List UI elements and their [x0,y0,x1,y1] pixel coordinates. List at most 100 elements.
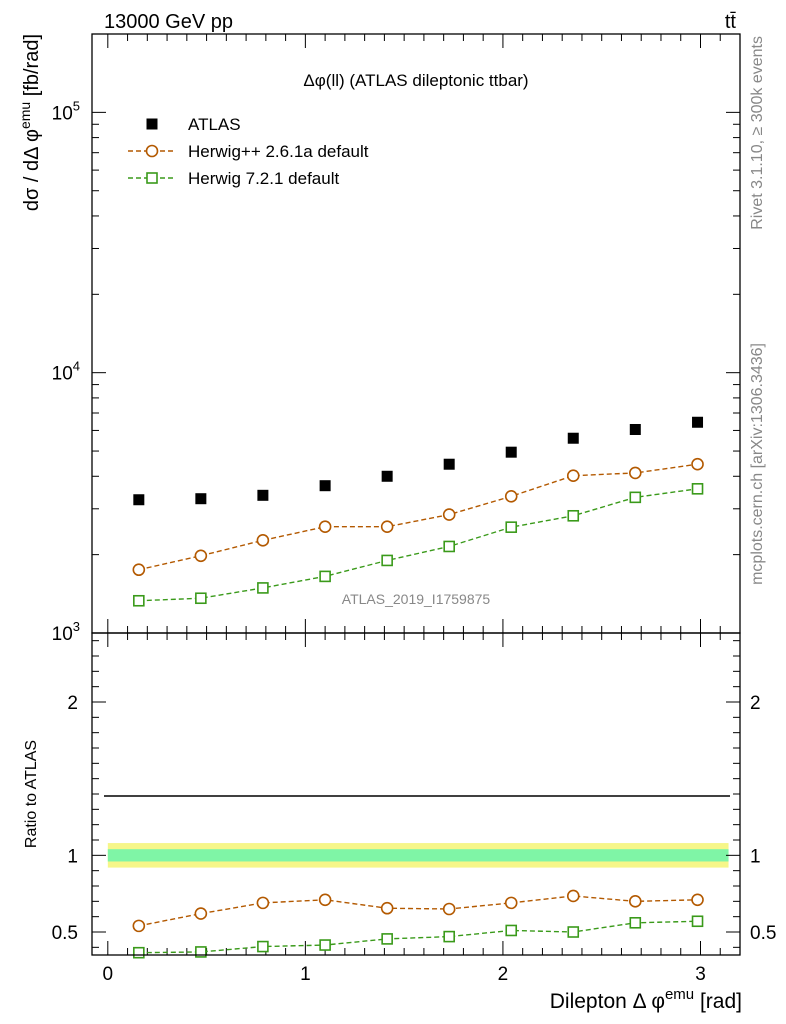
ratio-y-tick-label: 2 [67,693,78,714]
series-line-1 [138,463,698,571]
data-point-series-1 [504,490,518,503]
y-tick-label: 104 [52,359,80,385]
data-point-series-2 [505,521,518,533]
data-point-series-1 [318,520,332,534]
ratio-point-series-1 [629,916,642,929]
ratio-point-series-0 [628,895,642,908]
data-point-series-0 [319,480,331,492]
data-point-series-2 [319,570,331,583]
y-tick-label-exponent: 4 [73,359,80,374]
x-label-prefix: Dilepton Δ φ [550,990,665,1013]
ratio-line-1 [138,920,698,954]
ratio-point-series-0 [442,902,456,916]
ratio-point-series-1 [505,924,518,937]
x-tick-label: 0 [103,964,114,985]
analysis-label: ATLAS_2019_I1759875 [342,591,491,607]
data-point-series-1 [566,469,580,483]
ratio-y-tick-label-right: 2 [750,693,761,714]
data-point-series-2 [629,491,642,504]
ratio-y-tick-label-right: 0.5 [750,923,776,944]
data-point-series-1 [628,466,642,480]
x-label-sup: emu [665,986,694,1003]
data-point-series-0 [195,493,207,505]
ratio-point-series-0 [691,893,704,907]
ratio-point-series-1 [567,926,580,938]
ratio-point-series-1 [443,930,455,943]
data-point-series-1 [380,520,394,534]
ratio-y-tick-label: 0.5 [52,923,78,944]
x-axis-label: Dilepton Δ φemu [rad] [550,986,742,1013]
ratio-uncertainty-band [107,843,729,868]
x-tick-label: 1 [300,964,311,985]
data-point-series-1 [691,457,704,471]
data-point-series-0 [443,458,455,470]
y-tick-label-exponent: 3 [73,619,80,634]
ratio-point-series-0 [132,919,146,933]
main-y-label-sup: emu [17,102,33,129]
legend: ATLAS Herwig++ 2.6.1a default Herwig 7.2.1… [128,115,369,188]
ratio-y-axis-label: Ratio to ATLAS [23,740,40,848]
legend-marker [145,144,159,158]
main-y-label-prefix: dσ / dΔ φ [21,129,43,211]
data-point-series-0 [505,446,517,458]
data-point-series-2 [133,594,145,607]
mcplots-label: mcplots.cern.ch [arXiv:1306.3436] [749,343,766,585]
data-point-series-0 [567,432,579,444]
data-point-series-0 [629,423,641,435]
ratio-point-series-0 [566,889,580,903]
ratio-series [132,889,704,959]
data-point-series-0 [133,494,145,506]
legend-label: Herwig 7.2.1 default [188,169,339,188]
ratio-point-series-0 [380,901,394,915]
ratio-point-series-0 [504,896,518,910]
ratio-plot-frame [91,632,741,956]
x-tick-label: 3 [695,964,706,985]
energy-label: 13000 GeV pp [104,11,233,33]
ratio-point-series-1 [195,946,207,958]
series-line-2 [138,488,698,602]
data-point-series-1 [256,534,270,547]
ratio-point-series-0 [194,907,208,920]
main-y-axis-label: dσ / dΔ φemu [fb/rad] [17,34,43,211]
ratio-y-tick-label: 1 [67,846,78,867]
data-point-series-1 [132,563,146,577]
data-point-series-2 [443,540,455,553]
main-y-label-suffix: [fb/rad] [21,34,43,102]
ratio-point-series-1 [133,946,145,959]
ratio-point-series-1 [257,940,269,953]
ratio-band-inner [107,849,729,862]
data-point-series-2 [691,483,704,495]
data-point-series-2 [567,509,580,522]
legend-marker [146,118,158,130]
data-point-series-1 [194,549,208,563]
legend-label: Herwig++ 2.6.1a default [188,142,369,161]
y-tick-label: 105 [52,98,80,124]
data-point-series-1 [442,508,456,521]
y-tick-label: 103 [52,619,80,645]
ratio-point-series-1 [319,939,331,951]
rivet-label: Rivet 3.1.10, ≥ 300k events [749,36,766,230]
main-title: Δφ(ll) (ATLAS dileptonic ttbar) [303,71,528,90]
ratio-axis-ticks [92,633,740,955]
ratio-point-series-1 [691,915,704,928]
ratio-tick-labels: 0 1 2 3 0.5 0.5 1 1 2 2 [52,693,777,985]
legend-label: ATLAS [188,115,241,134]
ratio-point-series-0 [256,896,270,910]
y-tick-label-exponent: 5 [73,98,80,113]
ratio-point-series-0 [318,893,332,907]
ratio-y-tick-label-right: 1 [750,846,761,867]
ratio-panel: 0 1 2 3 0.5 0.5 1 1 2 2 Ratio to ATLAS Dilepton Δ… [23,632,777,1013]
x-tick-label: 2 [498,964,509,985]
legend-marker [146,172,158,184]
main-series [132,416,704,607]
y-tick-label-base: 10 [52,364,73,385]
data-point-series-2 [195,592,207,605]
ratio-point-series-1 [381,933,393,945]
y-tick-label-base: 10 [52,624,73,645]
x-label-suffix: [rad] [694,990,742,1013]
data-point-series-0 [692,416,704,428]
data-point-series-0 [257,489,269,501]
